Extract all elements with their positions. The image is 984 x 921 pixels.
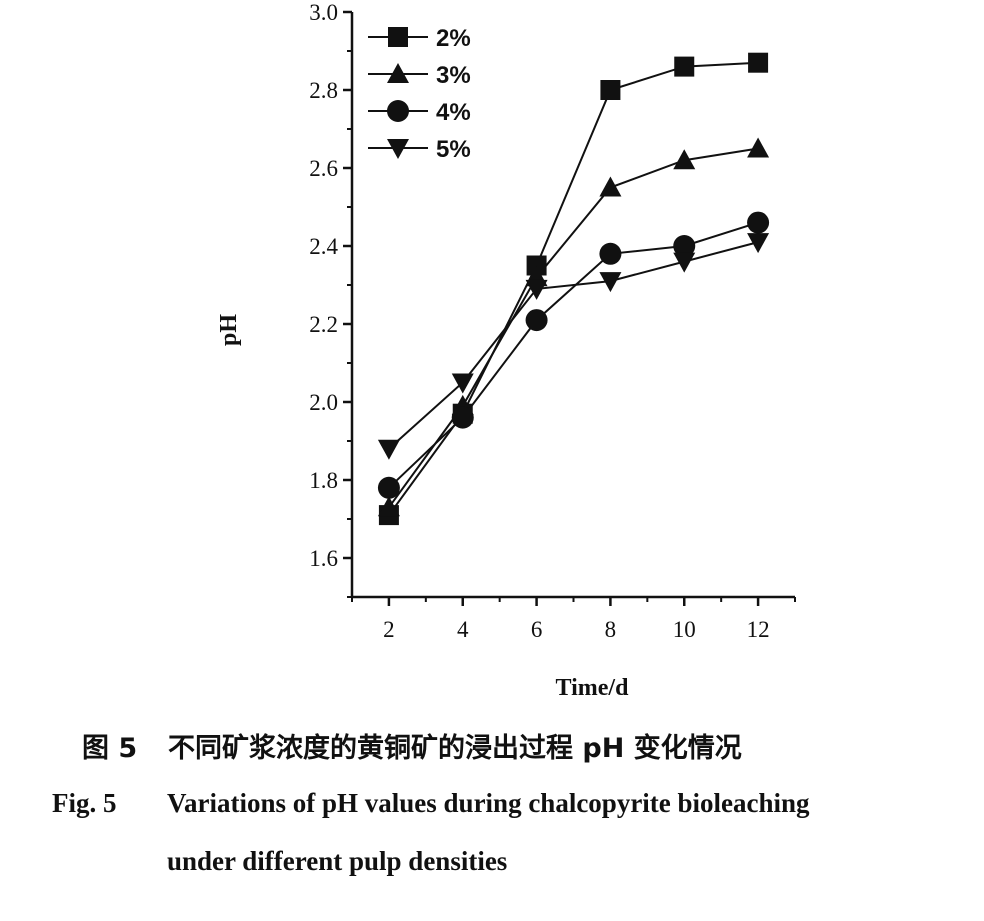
data-point-2pct — [748, 52, 769, 73]
y-tick-label: 1.8 — [309, 468, 338, 493]
legend-marker — [387, 139, 409, 159]
series-line-5pct — [388, 241, 759, 450]
figure-caption-chinese: 图 5 不同矿浆浓度的黄铜矿的浸出过程 pH 变化情况 — [82, 726, 742, 765]
x-tick-label: 8 — [605, 617, 617, 642]
data-point-4pct — [599, 242, 622, 265]
series-3pct — [377, 137, 770, 517]
figure-caption-english-line2: under different pulp densities — [167, 846, 508, 876]
data-point-5pct — [599, 272, 622, 293]
chart-axes: 1.6 1.8 2.0 2.2 2.4 2.6 2.8 3.0 2 4 6 8 10 12 — [309, 0, 796, 642]
data-point-5pct — [377, 439, 400, 460]
figure-caption-english-line1: Fig. 5 Variations of pH values during cha… — [52, 788, 810, 819]
data-point-4pct — [451, 406, 474, 429]
data-point-2pct — [674, 56, 695, 77]
y-tick-label: 1.6 — [309, 546, 338, 571]
series-4pct — [377, 211, 770, 499]
caption-text-chinese: 不同矿浆浓度的黄铜矿的浸出过程 pH 变化情况 — [168, 733, 742, 764]
x-tick-label: 6 — [531, 617, 543, 642]
data-point-5pct — [525, 279, 548, 300]
chart-series — [377, 52, 770, 526]
legend-label: 4% — [436, 99, 471, 126]
x-tick-label: 12 — [747, 617, 770, 642]
legend-label: 2% — [436, 25, 471, 52]
ph-line-chart: 1.6 1.8 2.0 2.2 2.4 2.6 2.8 3.0 2 4 6 8 10 12 2% 3% 4% 5… — [216, 0, 796, 700]
data-point-3pct — [599, 176, 622, 197]
series-line-4pct — [388, 221, 759, 489]
y-tick-label: 2.0 — [309, 390, 338, 415]
legend-marker — [387, 100, 409, 122]
legend-entry-2pct: 2% — [368, 25, 471, 52]
legend-entry-4pct: 4% — [368, 99, 471, 126]
data-point-3pct — [673, 149, 696, 170]
legend-marker — [388, 27, 408, 47]
data-point-4pct — [673, 235, 696, 257]
caption-text-english-line1: Variations of pH values during chalcopyr… — [167, 788, 810, 818]
legend-label: 5% — [436, 136, 471, 163]
figure-number-chinese: 图 5 — [82, 733, 138, 764]
data-point-4pct — [377, 476, 400, 499]
data-point-3pct — [377, 496, 400, 517]
data-point-2pct — [600, 80, 621, 100]
y-tick-label: 3.0 — [309, 0, 338, 25]
legend-entry-3pct: 3% — [368, 62, 471, 89]
data-point-3pct — [747, 137, 770, 158]
data-point-5pct — [673, 252, 696, 273]
x-tick-label: 10 — [673, 617, 696, 642]
y-tick-label: 2.2 — [309, 312, 338, 337]
y-tick-label: 2.8 — [309, 78, 338, 103]
y-tick-label: 2.4 — [309, 234, 338, 259]
x-tick-label: 4 — [457, 617, 469, 642]
figure-number-english: Fig. 5 — [52, 788, 117, 818]
data-point-5pct — [451, 373, 474, 394]
data-point-4pct — [747, 211, 770, 234]
legend-label: 3% — [436, 62, 471, 89]
y-axis-label: pH — [216, 314, 242, 346]
series-5pct — [377, 233, 770, 460]
y-tick-label: 2.6 — [309, 156, 338, 181]
x-axis-label: Time/d — [556, 675, 630, 700]
data-point-5pct — [747, 233, 770, 254]
legend-entry-5pct: 5% — [368, 136, 471, 163]
series-line-2pct — [388, 61, 759, 516]
data-point-4pct — [525, 309, 548, 332]
chart-legend: 2% 3% 4% 5% — [368, 25, 471, 163]
series-line-3pct — [388, 147, 759, 508]
x-tick-label: 2 — [383, 617, 395, 642]
legend-marker — [387, 63, 409, 83]
